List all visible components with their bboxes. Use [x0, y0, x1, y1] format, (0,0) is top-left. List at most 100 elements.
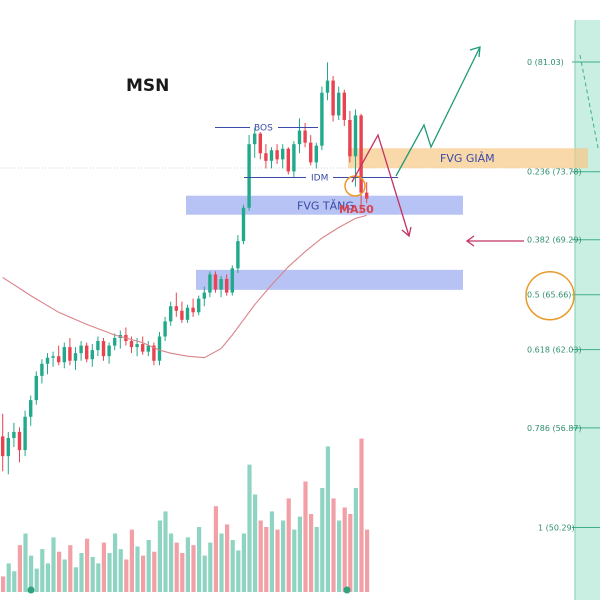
candle-body — [359, 115, 363, 193]
volume-bar — [51, 537, 56, 592]
fvg-bullish-label: FVG TĂNG — [297, 200, 354, 213]
volume-bar — [12, 571, 17, 592]
candle-body — [129, 341, 134, 348]
candle-body — [292, 144, 296, 172]
volume-bar — [157, 520, 162, 592]
volume-bar — [146, 540, 151, 592]
volume-bar — [57, 551, 62, 592]
candle-body — [163, 321, 167, 337]
volume-bar — [73, 567, 78, 592]
volume-bar — [135, 546, 140, 592]
fib-side-panel — [575, 20, 600, 600]
volume-bar — [309, 514, 314, 592]
candle-body — [90, 350, 94, 360]
fibonacci-levels — [525, 61, 600, 528]
annotations — [215, 46, 524, 247]
fib-05-pointer-head — [465, 235, 475, 247]
volume-bar — [180, 553, 185, 592]
candle-body — [353, 115, 358, 157]
volume-bar — [40, 549, 45, 592]
volume-bar — [348, 514, 353, 592]
candle-body — [73, 353, 78, 361]
fvg-bullish-zone — [186, 195, 463, 215]
candle-body — [17, 431, 22, 451]
volume-bar — [202, 555, 207, 592]
candle-body — [174, 306, 178, 311]
fib-label-0: 0 (81.03) — [527, 58, 564, 67]
candle-body — [309, 142, 313, 163]
volume-bar — [342, 507, 347, 592]
candle-body — [85, 345, 89, 360]
candle-body — [62, 347, 66, 363]
volume-event-marker — [27, 586, 35, 594]
candle-body — [314, 145, 318, 163]
ma50-label: MA50 — [339, 203, 374, 216]
volume-bars — [1, 438, 370, 594]
fib-label-05: 0.5 (65.66) — [527, 291, 571, 300]
candle-body — [101, 341, 106, 357]
volume-bar — [1, 576, 6, 592]
candle-body — [303, 130, 307, 143]
volume-bar — [118, 549, 123, 592]
volume-bar — [331, 498, 336, 592]
candle-body — [1, 436, 5, 457]
idm-label: IDM — [311, 173, 328, 183]
candle-body — [135, 344, 139, 348]
volume-bar — [292, 529, 297, 592]
fibonacci-labels: 0 (81.03) 0.236 (73.78) 0.382 (69.29) 0.… — [527, 58, 582, 533]
volume-bar — [353, 488, 358, 592]
volume-bar — [90, 556, 95, 592]
ma50-line — [2, 214, 367, 359]
chart-title: MSN — [126, 76, 169, 96]
candle-body — [12, 431, 16, 438]
candle-body — [34, 375, 38, 401]
volume-bar — [163, 511, 168, 592]
background-layer — [0, 20, 600, 600]
candle-body — [337, 92, 341, 116]
candle-body — [208, 274, 212, 293]
fib-05-highlight-circle — [525, 270, 575, 321]
volume-bar — [337, 520, 342, 592]
candle-body — [40, 363, 44, 376]
candle-body — [286, 148, 290, 172]
volume-bar — [174, 542, 179, 592]
fib-label-0786: 0.786 (56.87) — [527, 424, 582, 433]
candle-body — [281, 148, 285, 160]
volume-bar — [325, 446, 330, 592]
candle-body — [185, 307, 190, 320]
volume-bar — [107, 553, 112, 592]
candle-body — [269, 150, 274, 161]
ma50-line-group — [2, 214, 367, 359]
candle-body — [348, 119, 352, 157]
fib-label-0236: 0.236 (73.78) — [527, 168, 582, 177]
candle-body — [68, 347, 72, 361]
bearish-scenario-line — [351, 133, 410, 237]
volume-bar — [253, 494, 258, 592]
candle-body — [96, 341, 100, 351]
volume-bar — [29, 555, 34, 592]
volume-bar — [152, 551, 157, 592]
volume-bar — [124, 559, 129, 592]
volume-bar — [365, 529, 370, 592]
volume-bar — [303, 481, 308, 592]
volume-bar — [101, 542, 106, 592]
fib-label-0382: 0.382 (69.29) — [527, 236, 582, 245]
candle-body — [152, 345, 156, 361]
bos-label: BOS — [254, 124, 273, 134]
candle-body — [157, 336, 162, 361]
volume-bar — [219, 533, 224, 592]
volume-bar — [85, 538, 90, 592]
volume-bar — [286, 498, 291, 592]
volume-bar — [258, 520, 263, 592]
volume-bar — [208, 542, 213, 592]
volume-bar — [169, 533, 174, 592]
candle-body — [264, 153, 268, 161]
volume-bar — [185, 537, 190, 592]
candle-body — [342, 92, 346, 120]
volume-bar — [230, 540, 235, 592]
volume-bar — [269, 511, 274, 592]
candle-body — [23, 416, 27, 451]
volume-bar — [6, 563, 11, 592]
candle-body — [225, 278, 229, 293]
volume-bar — [79, 553, 84, 592]
